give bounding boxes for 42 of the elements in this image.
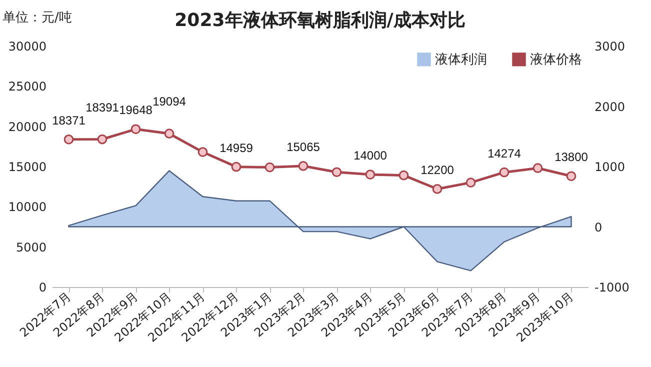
- data-label: 14959: [220, 140, 254, 155]
- point: [198, 147, 208, 157]
- point: [466, 178, 476, 188]
- data-label: 19648: [119, 103, 153, 118]
- y-axis-title: 单位：元/吨: [2, 10, 72, 26]
- point: [164, 128, 174, 139]
- y-tick-label: 30000: [8, 40, 46, 54]
- point: [231, 162, 242, 172]
- point: [332, 167, 342, 178]
- y-tick-label: 5000: [16, 240, 46, 254]
- legend-label: 液体价格: [530, 52, 582, 68]
- data-label: 18391: [86, 100, 120, 114]
- y2-tick-label: 3000: [594, 40, 626, 54]
- point: [365, 170, 376, 180]
- y-tick-label: 20000: [8, 120, 46, 134]
- y-tick-label: 10000: [8, 200, 46, 214]
- data-label: 14274: [488, 146, 522, 160]
- data-label: 18371: [52, 113, 86, 128]
- point: [97, 134, 108, 144]
- data-label: 12200: [420, 162, 454, 177]
- y-tick-label: 0: [38, 280, 46, 294]
- data-label: 14000: [354, 148, 388, 163]
- data-label: 19094: [152, 94, 186, 109]
- legend-label: 液体利润: [435, 52, 487, 68]
- point: [566, 171, 576, 182]
- y-tick-label: 25000: [8, 80, 46, 94]
- point: [130, 124, 141, 134]
- data-label: 15065: [286, 140, 320, 154]
- y2-tick-label: 0: [594, 220, 602, 234]
- point: [432, 184, 442, 194]
- point: [298, 161, 308, 171]
- point: [532, 163, 543, 174]
- y2-tick-label: -1000: [594, 280, 630, 294]
- y2-tick-label: 2000: [594, 100, 626, 114]
- y2-tick-label: 1000: [594, 160, 626, 174]
- y-tick-label: 15000: [8, 160, 46, 174]
- data-label: 13800: [554, 150, 588, 164]
- point: [499, 167, 510, 178]
- chart-title: 2023年液体环氧树脂利润/成本对比: [174, 10, 466, 31]
- point: [64, 134, 74, 144]
- point: [398, 170, 409, 180]
- point: [264, 162, 275, 172]
